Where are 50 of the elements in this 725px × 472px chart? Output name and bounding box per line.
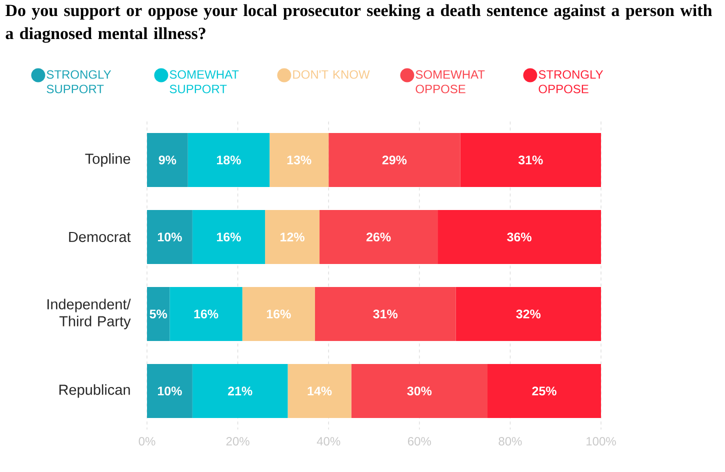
- data-label: 21%: [228, 386, 252, 396]
- y-tick-label: Republican: [59, 384, 130, 398]
- data-label: 5%: [150, 310, 168, 318]
- bar: [147, 210, 192, 264]
- bar: [438, 210, 602, 264]
- y-tick-label: Democrat: [69, 232, 131, 242]
- data-label: 31%: [518, 156, 543, 164]
- data-label: 10%: [158, 386, 182, 396]
- bar: [242, 287, 315, 342]
- data-label: 31%: [373, 310, 398, 318]
- data-label: 12%: [280, 232, 304, 242]
- bar: [147, 364, 192, 418]
- legend-label: STRONGLY OPPOSE: [538, 70, 604, 94]
- data-label: 26%: [366, 232, 391, 242]
- bar: [192, 364, 288, 418]
- data-label: 14%: [308, 386, 332, 396]
- data-label: 16%: [217, 232, 241, 242]
- bar: [351, 364, 488, 418]
- y-tick-label: Topline: [85, 153, 130, 167]
- bar: [320, 210, 438, 264]
- legend-label: SOMEWHAT OPPOSE: [416, 70, 485, 94]
- bar: [265, 210, 320, 264]
- bar: [147, 133, 188, 188]
- legend-label: SOMEWHAT SUPPORT: [170, 70, 239, 94]
- data-label: 9%: [158, 156, 176, 164]
- data-label: 36%: [507, 232, 532, 242]
- bar: [170, 287, 242, 342]
- bar: [328, 133, 460, 188]
- data-label: 10%: [158, 232, 182, 242]
- y-tick-label: Independent/ Third Party: [47, 298, 131, 330]
- legend-label: STRONGLY SUPPORT: [46, 70, 112, 94]
- data-label: 16%: [194, 310, 218, 318]
- data-label: 13%: [287, 156, 312, 164]
- bar: [192, 210, 266, 264]
- bar: [456, 287, 602, 342]
- data-label: 29%: [382, 156, 407, 164]
- chart-title: Do you support or oppose your local prosecutor seeking a death sentence against a person with a diagnosed mental illness?: [6, 4, 712, 43]
- data-label: 25%: [532, 386, 556, 396]
- legend-label: DON'T KNOW: [293, 70, 370, 79]
- bar: [488, 364, 602, 418]
- bar: [188, 133, 270, 188]
- data-label: 18%: [217, 156, 241, 164]
- bar: [147, 287, 170, 342]
- data-label: 32%: [516, 310, 541, 318]
- bar: [460, 133, 602, 188]
- bar: [270, 133, 329, 188]
- bar: [314, 287, 456, 342]
- data-label: 30%: [407, 386, 432, 396]
- data-label: 16%: [266, 310, 291, 318]
- bar: [288, 364, 352, 418]
